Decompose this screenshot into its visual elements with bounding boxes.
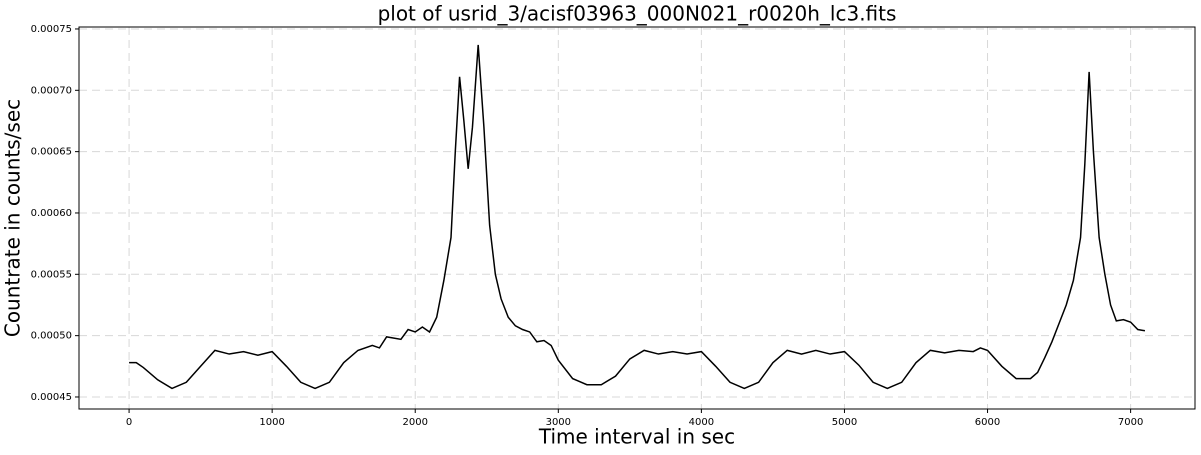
data-line [129, 44, 1146, 390]
chart-title: plot of usrid_3/acisf03963_000N021_r0020… [378, 2, 897, 26]
x-tick-label: 7000 [1118, 417, 1143, 428]
x-tick-label: 2000 [403, 417, 428, 428]
y-tick-label: 0.00065 [31, 147, 72, 158]
x-tick-label: 3000 [546, 417, 571, 428]
x-tick-label: 1000 [259, 417, 284, 428]
x-tick-label: 6000 [975, 417, 1000, 428]
x-axis-label: Time interval in sec [538, 425, 735, 449]
y-tick-label: 0.00045 [31, 392, 72, 403]
y-tick-label: 0.00060 [31, 208, 72, 219]
y-tick-label: 0.00070 [31, 85, 72, 96]
plot-frame [78, 26, 1196, 410]
y-tick-label: 0.00055 [31, 269, 72, 280]
x-tick-label: 5000 [832, 417, 857, 428]
x-tick-label: 0 [126, 417, 132, 428]
x-tick-label: 4000 [689, 417, 714, 428]
y-tick-label: 0.00075 [31, 24, 72, 35]
y-tick-label: 0.00050 [31, 331, 72, 342]
y-axis-label: Countrate in counts/sec [1, 99, 25, 337]
